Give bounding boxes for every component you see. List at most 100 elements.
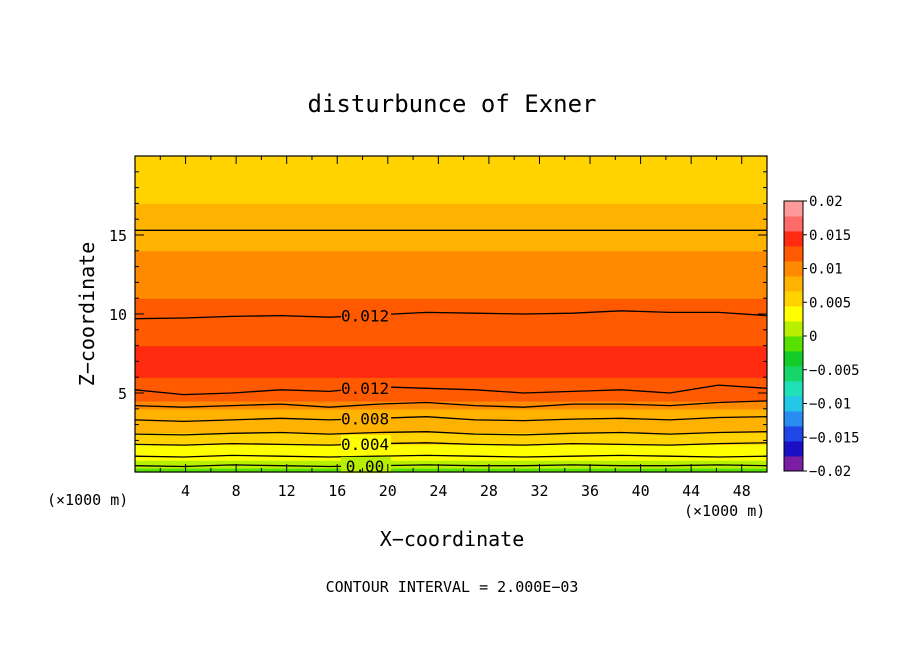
contour-band xyxy=(135,377,767,386)
contour-label: 0.00 xyxy=(346,457,385,476)
x-tick-label: 4 xyxy=(181,482,190,500)
colorbar-swatch xyxy=(784,456,803,472)
contour-label: 0.012 xyxy=(341,379,389,398)
contour-lines xyxy=(134,229,768,468)
contour-band xyxy=(135,424,767,434)
x-tick-label: 44 xyxy=(682,482,700,500)
x-unit-right: (×1000 m) xyxy=(684,502,765,520)
colorbar-tick-label: 0.005 xyxy=(809,295,851,311)
contour-line xyxy=(134,400,768,408)
x-tick-label: 48 xyxy=(733,482,751,500)
contour-label: 0.008 xyxy=(341,410,389,429)
contour-band xyxy=(135,266,767,283)
contour-fill xyxy=(135,156,767,473)
colorbar-swatch xyxy=(784,291,803,307)
contour-label-gap xyxy=(341,456,392,473)
x-tick-label: 8 xyxy=(232,482,241,500)
colorbar-swatch xyxy=(784,351,803,367)
colorbar-swatch xyxy=(784,246,803,262)
contour-band xyxy=(135,456,767,461)
colorbar-swatch xyxy=(784,306,803,322)
contour-label-gap xyxy=(341,434,392,451)
x-axis-label: X−coordinate xyxy=(380,527,525,551)
contour-band xyxy=(135,345,767,362)
contour-band xyxy=(135,452,767,457)
contour-label: 0.012 xyxy=(341,306,389,325)
contour-line xyxy=(134,464,768,468)
contour-label: 0.004 xyxy=(341,435,389,454)
x-tick-label: 20 xyxy=(379,482,397,500)
colorbar-tick-label: −0.005 xyxy=(809,363,860,379)
contour-band xyxy=(135,282,767,299)
contour-band xyxy=(135,444,767,449)
contour-line xyxy=(134,310,768,320)
x-tick-label: 36 xyxy=(581,482,599,500)
colorbar-tick-label: 0.02 xyxy=(809,194,843,210)
contour-band xyxy=(135,468,767,473)
colorbar-swatch xyxy=(784,216,803,232)
contour-band xyxy=(135,171,767,189)
contour-band xyxy=(135,448,767,453)
contour-band xyxy=(135,400,767,410)
contour-band xyxy=(135,203,767,220)
colorbar-swatch xyxy=(784,396,803,412)
x-unit-left: (×1000 m) xyxy=(47,491,128,509)
x-tick-label: 24 xyxy=(429,482,447,500)
contour-band xyxy=(135,432,767,441)
x-tick-label: 40 xyxy=(632,482,650,500)
contour-interval-note: CONTOUR INTERVAL = 2.000E−03 xyxy=(326,578,579,596)
colorbar-tick-label: −0.02 xyxy=(809,464,851,480)
y-tick-label: 15 xyxy=(109,227,127,245)
x-tick-label: 12 xyxy=(278,482,296,500)
colorbar-swatch xyxy=(784,411,803,427)
contour-band xyxy=(135,314,767,331)
chart-title: disturbunce of Exner xyxy=(308,90,597,118)
contour-band xyxy=(135,464,767,469)
contour-band xyxy=(135,408,767,418)
contour-band xyxy=(135,298,767,315)
colorbar-tick-label: −0.01 xyxy=(809,397,851,413)
contour-line xyxy=(134,442,768,446)
colorbar-swatch xyxy=(784,366,803,382)
y-tick-label: 5 xyxy=(118,385,127,403)
colorbar-tick-label: 0.01 xyxy=(809,262,843,278)
colorbar-swatch xyxy=(784,441,803,457)
contour-band xyxy=(135,187,767,204)
colorbar-tick-label: 0.015 xyxy=(809,228,851,244)
contour-line xyxy=(134,416,768,423)
colorbar-swatch xyxy=(784,201,803,217)
contour-line xyxy=(134,431,768,436)
colorbar-swatch xyxy=(784,426,803,442)
y-axis: 5 10 15 xyxy=(109,171,767,457)
colorbar-swatch xyxy=(784,381,803,397)
contour-band xyxy=(135,361,767,378)
contour-band xyxy=(135,156,767,173)
contour-band xyxy=(135,329,767,347)
x-tick-label: 16 xyxy=(328,482,346,500)
colorbar-tick-label: −0.015 xyxy=(809,430,860,446)
contour-band xyxy=(135,235,767,252)
contour-band xyxy=(135,440,767,445)
contour-labels: 0.00 0.004 0.008 0.012 0.012 xyxy=(341,306,392,476)
colorbar-swatch xyxy=(784,336,803,352)
colorbar-swatch xyxy=(784,276,803,292)
contour-band xyxy=(135,219,767,236)
y-tick-label: 10 xyxy=(109,306,127,324)
x-tick-label: 28 xyxy=(480,482,498,500)
y-axis-label: Z−coordinate xyxy=(75,242,99,387)
contour-label-gap xyxy=(341,409,392,426)
contour-line xyxy=(134,384,768,396)
colorbar-swatch xyxy=(784,261,803,277)
x-axis: 4 8 12 16 20 24 28 32 36 40 44 48 xyxy=(159,156,751,500)
contour-band xyxy=(135,393,767,402)
contour-band xyxy=(135,416,767,426)
contour-band xyxy=(135,460,767,465)
contour-label-gap xyxy=(341,306,392,323)
contour-line xyxy=(134,454,768,458)
colorbar-swatch xyxy=(784,231,803,247)
colorbar-swatch xyxy=(784,321,803,337)
colorbar: 0.02 0.015 0.01 0.005 0 −0.005 −0.01 −0.015 −0.0… xyxy=(783,194,860,480)
contour-band xyxy=(135,250,767,268)
x-tick-label: 32 xyxy=(530,482,548,500)
